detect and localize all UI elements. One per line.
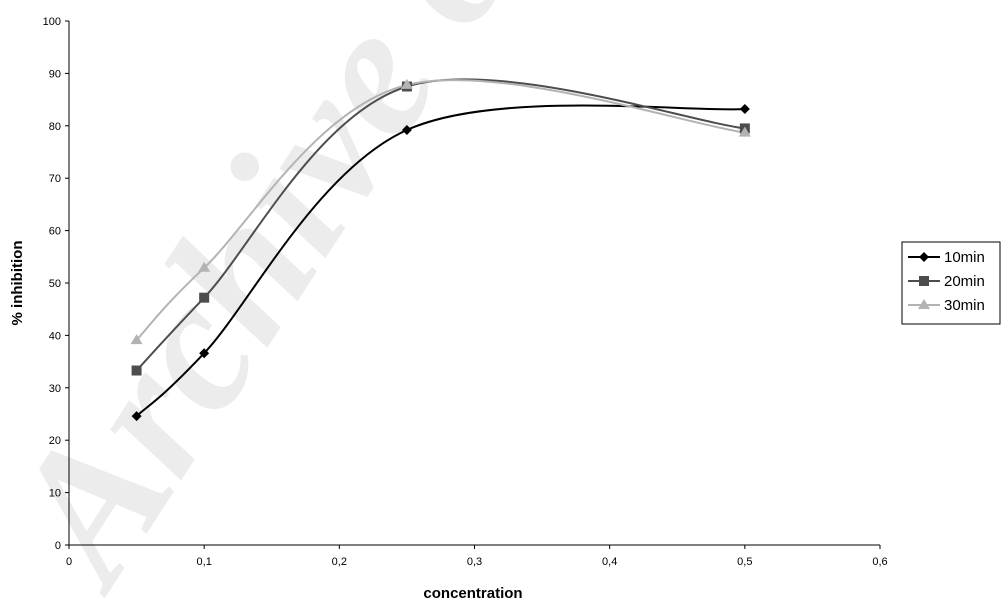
x-tick-label: 0,4 [602,556,617,568]
data-point-10min [739,104,750,115]
y-tick-label: 90 [49,68,61,80]
legend-label-30min: 30min [944,297,985,314]
y-tick-label: 10 [49,488,61,500]
y-axis-title: % inhibition [9,241,26,326]
x-tick-label: 0,6 [872,556,887,568]
y-tick-label: 30 [49,383,61,395]
y-tick-label: 100 [43,16,61,28]
x-tick-label: 0,1 [197,556,212,568]
x-axis-title: concentration [423,585,522,602]
y-tick-label: 40 [49,330,61,342]
y-tick-label: 0 [55,540,61,552]
legend-marker-20min [919,276,929,286]
x-ticks: 0 0,1 0,2 0,3 0,4 0,5 0,6 [66,545,888,568]
data-point-30min [198,261,211,272]
y-tick-label: 60 [49,226,61,238]
x-tick-label: 0 [66,556,72,568]
legend-box [901,241,1001,325]
data-point-10min [131,411,142,422]
y-ticks: 0 10 20 30 40 50 60 70 80 90 100 [43,16,69,552]
series-lines [135,78,745,417]
data-point-10min [199,348,210,359]
data-point-20min [199,292,210,303]
y-tick-label: 20 [49,435,61,447]
series-line-10min [135,104,745,417]
y-tick-label: 80 [49,121,61,133]
legend-label-20min: 20min [944,273,985,290]
data-point-20min [131,365,142,376]
data-point-30min [738,126,751,137]
data-point-30min [400,78,413,89]
data-point-10min [401,124,412,135]
data-point-30min [130,334,143,345]
series-line-20min [135,78,745,372]
x-tick-label: 0,2 [332,556,347,568]
y-tick-label: 50 [49,278,61,290]
legend-label-10min: 10min [944,249,985,266]
y-tick-label: 70 [49,173,61,185]
legend: 10min 20min 30min [901,241,1001,325]
series-line-30min [135,79,745,341]
x-tick-label: 0,3 [467,556,482,568]
legend-marker-10min [919,252,929,262]
legend-marker-30min [918,299,930,309]
x-tick-label: 0,5 [737,556,752,568]
series-markers [130,78,751,422]
